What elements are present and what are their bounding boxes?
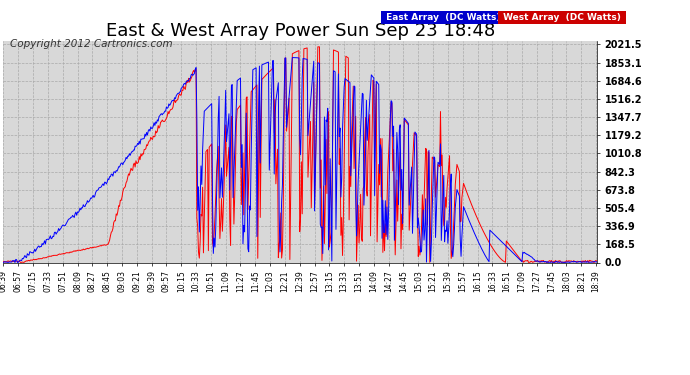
- Text: West Array  (DC Watts): West Array (DC Watts): [500, 13, 624, 22]
- Text: East Array  (DC Watts): East Array (DC Watts): [383, 13, 504, 22]
- Title: East & West Array Power Sun Sep 23 18:48: East & West Array Power Sun Sep 23 18:48: [106, 22, 495, 40]
- Text: Copyright 2012 Cartronics.com: Copyright 2012 Cartronics.com: [10, 39, 173, 50]
